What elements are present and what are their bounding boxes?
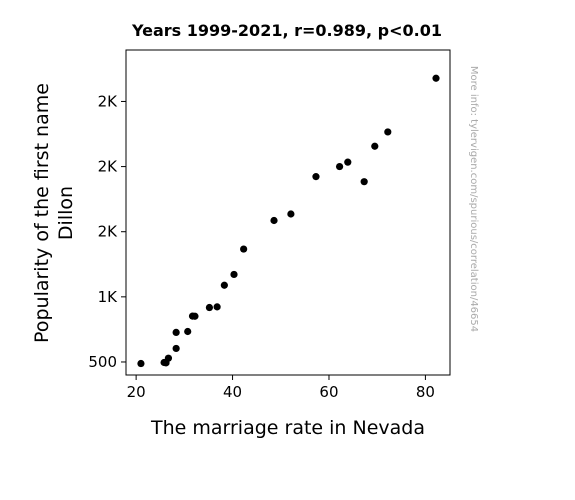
data-point [287, 210, 295, 218]
x-axis-label: The marriage rate in Nevada [150, 417, 425, 439]
plot-area-frame [125, 49, 451, 376]
y-tick-label: 500 [88, 353, 117, 371]
source-watermark: More info: tylervigen.com/spurious/corre… [468, 66, 479, 332]
data-point [432, 74, 440, 82]
x-tick-label: 20 [127, 383, 146, 401]
data-point [213, 303, 221, 311]
data-point [312, 173, 320, 181]
y-axis-ticks: 500 1K 2K 2K 2K [88, 92, 126, 371]
data-point [240, 245, 248, 253]
y-tick-label: 2K [98, 223, 119, 241]
y-axis-label-line-2: Dillon [55, 186, 77, 240]
x-tick-label: 60 [319, 383, 338, 401]
data-point [384, 128, 392, 136]
data-point [270, 216, 278, 225]
data-point [371, 142, 379, 150]
data-point [184, 327, 192, 336]
y-tick-label: 1K [98, 288, 119, 306]
data-points [137, 74, 440, 368]
data-point [172, 328, 180, 337]
data-point [220, 281, 228, 289]
data-point [172, 344, 180, 353]
x-tick-label: 80 [416, 383, 435, 401]
data-point [205, 303, 214, 312]
data-point [335, 162, 344, 171]
x-tick-label: 40 [223, 383, 242, 401]
data-point [360, 178, 368, 186]
y-axis-label-line-1: Popularity of the first name [31, 83, 53, 343]
chart-title: Years 1999-2021, r=0.989, p<0.01 [131, 21, 442, 40]
x-axis-ticks: 20 40 60 80 [127, 375, 435, 401]
data-point [164, 354, 173, 362]
y-tick-label: 2K [98, 158, 119, 176]
data-point [230, 270, 238, 279]
data-point [191, 312, 199, 320]
data-point [344, 158, 352, 166]
data-point [137, 359, 145, 368]
y-tick-label: 2K [98, 92, 119, 110]
